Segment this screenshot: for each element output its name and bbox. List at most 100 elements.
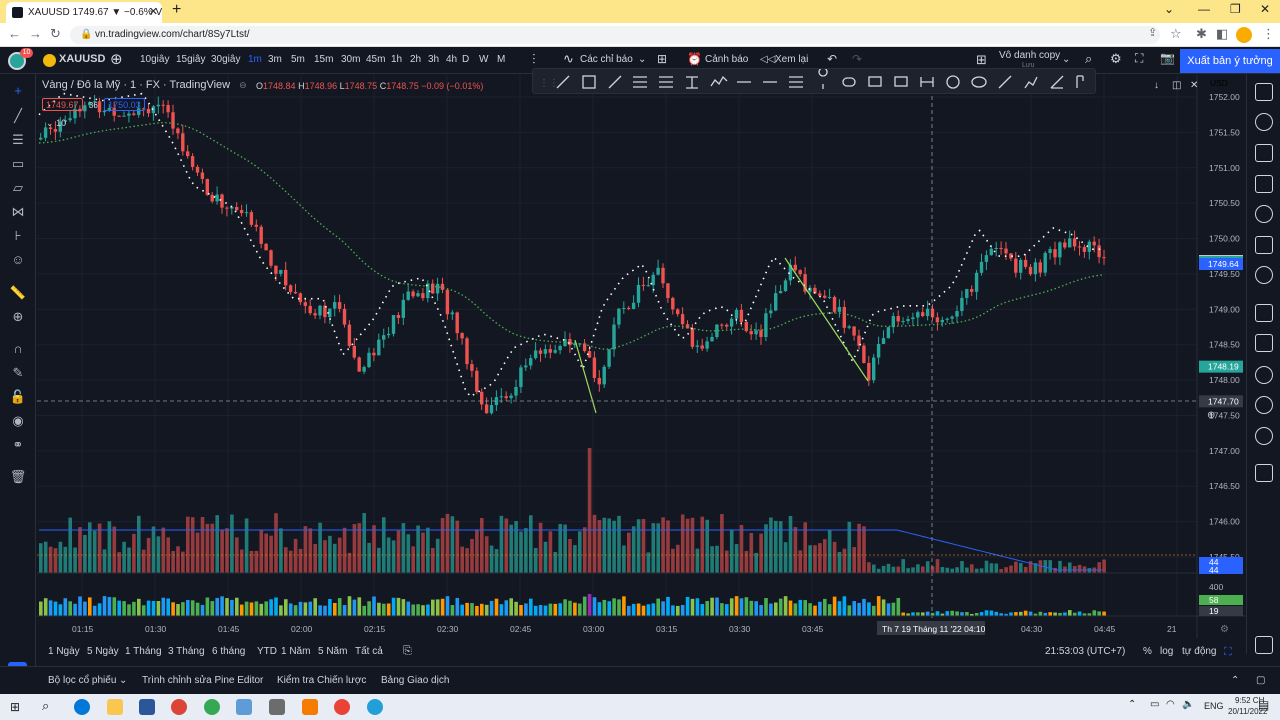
tab-trading-panel[interactable]: Bảng Giao dịch [381,675,450,686]
edge-browser-icon[interactable] [74,699,90,715]
interval-1h[interactable]: 1h [391,54,403,65]
circle-tool-icon[interactable] [946,75,960,89]
range-button[interactable]: YTD [257,646,277,657]
replay-icon[interactable]: ◁◁ [760,54,776,65]
crosshair-icon[interactable]: + [14,83,22,98]
fib-tool-icon[interactable] [633,76,647,88]
auto-scale-toggle[interactable]: tự động [1182,646,1217,657]
data-window-icon[interactable] [1255,144,1273,162]
interval-M[interactable]: M [497,54,506,65]
help-icon[interactable] [1255,427,1273,445]
indicator-chevron-icon[interactable]: ⌄ [46,118,54,128]
pane-restore-icon[interactable]: ◫ [1172,80,1182,91]
lock-drawings-icon[interactable]: 🔓 [9,389,27,404]
calculator-app-icon[interactable] [236,699,252,715]
rect-tool-icon[interactable] [582,75,596,89]
news-icon[interactable] [1255,236,1273,254]
angle-tool-icon[interactable] [1050,75,1064,89]
network-icon[interactable]: ▭ [1150,699,1160,710]
chat-icon[interactable] [1255,304,1273,322]
indicators-button[interactable]: Các chỉ báo [580,54,633,65]
taskbar-date[interactable]: 20/11/2022 [1228,707,1268,716]
interval-10giây[interactable]: 10giây [140,54,170,65]
interval-30m[interactable]: 30m [341,54,361,65]
wifi-icon[interactable]: ◠ [1166,699,1175,710]
indicator-toggle[interactable]: ⌄ 10 [46,118,66,129]
replay-button[interactable]: Xem lại [775,54,809,65]
interval-1m[interactable]: 1m [248,54,262,65]
tab-pine-editor[interactable]: Trình chỉnh sửa Pine Editor [142,675,264,686]
snapshot-camera-icon[interactable]: 📷 [1160,51,1175,65]
range-button[interactable]: 5 Năm [318,646,348,657]
range-button[interactable]: 3 Tháng [168,646,205,657]
fullscreen-icon[interactable]: ⛶ [1135,51,1144,65]
ellipse-tool-icon[interactable] [971,76,987,88]
range-button[interactable]: 1 Tháng [125,646,162,657]
range-button[interactable]: 6 tháng [212,646,246,657]
percent-toggle[interactable]: % [1143,646,1152,657]
tray-expand-icon[interactable]: ⌃ [1128,699,1137,710]
channel-tool-icon[interactable] [659,76,673,88]
magnet-icon[interactable]: ∩ [13,341,23,356]
chrome-app-icon[interactable] [171,699,187,715]
volume-icon[interactable]: 🔈 [1182,699,1195,710]
extensions-icon[interactable]: ✱ [1196,26,1207,41]
zoom-icon[interactable]: ⊕ [12,309,24,324]
range-button[interactable]: 1 Năm [281,646,311,657]
maximize-icon[interactable]: ❐ [1230,2,1241,16]
add-price-line-icon[interactable]: ⊕ [1207,410,1215,421]
pane-close-icon[interactable]: ✕ [1190,80,1199,91]
windows-start-icon[interactable]: ⊞ [10,700,21,714]
redo-icon[interactable]: ↷ [852,52,863,66]
interval-W[interactable]: W [479,54,489,65]
sidepanel-icon[interactable]: ◧ [1216,26,1229,41]
forward-icon[interactable]: → [29,26,42,41]
tab-strategy-tester[interactable]: Kiểm tra Chiến lược [277,675,367,686]
axis-currency[interactable]: USD [1210,78,1228,88]
tips-icon[interactable] [1255,366,1273,384]
chart-type-icon[interactable]: ⫶ [532,51,536,67]
ideas-icon[interactable] [1255,266,1273,284]
scroll-down-icon[interactable]: ↓ [1154,80,1159,91]
interval-3h[interactable]: 3h [428,54,440,65]
file-explorer-icon[interactable] [107,699,123,715]
goto-date-icon[interactable]: ⎘ [403,645,412,657]
profile-avatar[interactable] [1236,27,1252,43]
ruler-icon[interactable]: 📏 [9,285,27,300]
indicators-dropdown-icon[interactable]: ⌄ [638,54,647,65]
publish-idea-button[interactable]: Xuất bản ý tưởng [1180,49,1280,73]
back-icon[interactable]: ← [8,26,21,41]
layers-icon[interactable] [1255,636,1273,654]
prediction-icon[interactable]: ⊦ [14,228,22,243]
tab-stock-screener[interactable]: Bộ lọc cổ phiếu [48,675,117,686]
word-app-icon[interactable] [139,699,155,715]
search-icon[interactable]: ⌕ [1085,51,1093,66]
text-note-icon[interactable]: ▱ [13,180,23,195]
tab-search-icon[interactable]: ⌄ [1164,2,1175,16]
notifications-icon[interactable]: ▤ [1258,698,1270,712]
clock-timezone[interactable]: 21:53:03 (UTC+7) [1045,646,1126,657]
alert-clock-icon[interactable]: ⏰ [687,52,702,66]
undo-icon[interactable]: ↶ [827,52,838,66]
log-toggle[interactable]: log [1160,646,1174,657]
text-tool-icon[interactable] [686,76,698,89]
expand-panel-icon[interactable]: ⌃ [1231,675,1240,686]
settings-gear-icon[interactable]: ⚙ [1110,51,1122,66]
brush-tool-icon[interactable] [608,75,622,89]
indicators-icon[interactable]: ∿ [563,51,574,66]
interval-D[interactable]: D [462,54,470,65]
generic-app-icon[interactable] [302,699,318,715]
interval-4h[interactable]: 4h [446,54,458,65]
templates-icon[interactable]: ⊞ [657,52,668,66]
layout-grid-icon[interactable]: ⊞ [976,52,987,67]
calendar-icon[interactable] [1255,205,1273,223]
telegram-app-icon[interactable] [367,699,383,715]
pattern-icon[interactable]: ⋈ [11,204,25,219]
range-button[interactable]: 5 Ngày [87,646,119,657]
screener-dropdown-icon[interactable]: ⌄ [119,675,128,686]
url-field[interactable]: 🔒 vn.tradingview.com/chart/8Sy7Ltst/ [70,26,1160,44]
watchlist-icon[interactable] [1255,83,1273,101]
ask-price[interactable]: 1750.03 [104,98,145,111]
interval-2h[interactable]: 2h [410,54,422,65]
system-app-icon[interactable] [269,699,285,715]
